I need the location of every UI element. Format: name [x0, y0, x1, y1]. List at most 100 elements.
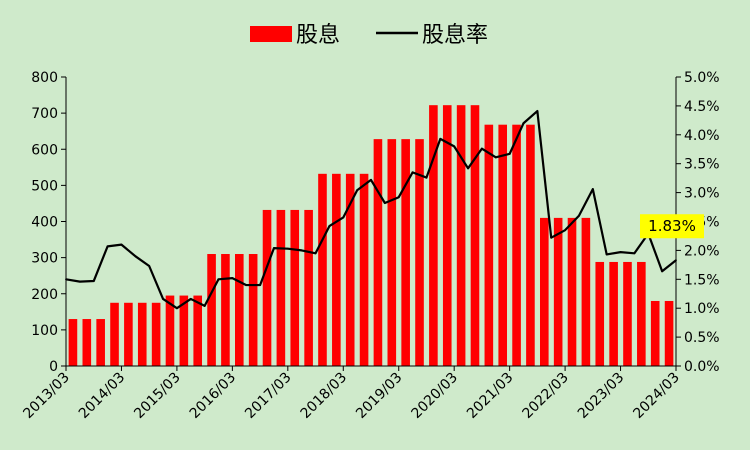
legend-bar-swatch: [250, 26, 292, 42]
bar-2: [96, 319, 105, 366]
bar-14: [262, 209, 272, 366]
bar-10: [207, 254, 216, 366]
y-left-tick-5: 500: [31, 178, 58, 194]
bar-34: [540, 217, 549, 366]
yield-point-26: [425, 176, 428, 179]
bar-4: [124, 302, 133, 366]
bar-32: [512, 124, 521, 366]
bar-22: [373, 139, 383, 366]
yield-point-35: [550, 236, 553, 239]
y-left-tick-8: 800: [31, 70, 58, 86]
yield-point-44: [675, 259, 677, 262]
bar-5: [137, 302, 147, 366]
yield-point-7: [162, 298, 164, 300]
x-tick-8: 2021/03: [464, 370, 516, 422]
bar-37: [581, 217, 591, 366]
bar-3: [110, 302, 119, 366]
bar-36: [567, 217, 577, 366]
legend-bar-label: 股息: [296, 23, 340, 48]
yield-point-3: [106, 245, 109, 248]
bar-29: [470, 105, 480, 367]
yield-point-41: [633, 252, 636, 255]
y-right-tick-4: 2.0%: [684, 243, 720, 259]
yield-point-1: [78, 280, 81, 283]
yield-point-37: [578, 214, 580, 217]
bar-13: [248, 254, 258, 366]
y-right-tick-2: 1.0%: [684, 301, 720, 317]
yield-point-29: [467, 167, 469, 170]
yield-point-25: [411, 171, 414, 174]
yield-point-19: [328, 225, 331, 228]
yield-point-43: [661, 270, 664, 273]
yield-point-12: [231, 277, 234, 280]
bar-43: [664, 300, 674, 366]
y-right-tick-1: 0.5%: [684, 330, 720, 346]
bar-41: [637, 261, 646, 366]
yield-point-27: [439, 137, 442, 140]
yield-point-10: [203, 304, 206, 307]
y-left-tick-2: 200: [31, 287, 58, 303]
yield-point-2: [92, 280, 95, 282]
yield-point-15: [273, 247, 275, 249]
x-tick-0: 2013/03: [20, 370, 72, 422]
yield-point-17: [300, 249, 303, 252]
yield-point-11: [217, 278, 220, 281]
yield-point-4: [120, 243, 123, 246]
bar-18: [318, 173, 327, 366]
yield-point-31: [494, 156, 497, 159]
bar-11: [221, 254, 230, 366]
bar-25: [415, 139, 424, 366]
x-tick-2: 2015/03: [131, 370, 183, 422]
yield-point-16: [286, 247, 289, 250]
yield-point-20: [342, 216, 345, 219]
yield-point-30: [481, 147, 483, 150]
bar-12: [235, 254, 244, 366]
bar-31: [498, 124, 508, 366]
x-tick-4: 2017/03: [242, 370, 294, 422]
bar-33: [526, 124, 535, 366]
bar-17: [304, 209, 313, 366]
bar-6: [151, 302, 161, 366]
y-right-tick-0: 0.0%: [684, 359, 720, 375]
yield-point-6: [148, 265, 151, 267]
bar-24: [401, 139, 410, 366]
bar-35: [553, 217, 563, 366]
bar-9: [193, 295, 203, 366]
yield-point-34: [536, 110, 539, 112]
bar-7: [165, 295, 175, 366]
annotation-box: [640, 214, 704, 239]
y-left-tick-3: 300: [31, 251, 58, 267]
x-tick-6: 2019/03: [353, 370, 405, 422]
yield-point-18: [314, 252, 317, 255]
bar-30: [484, 124, 494, 366]
bar-8: [179, 295, 189, 366]
yield-point-21: [356, 189, 359, 192]
bar-26: [429, 105, 438, 367]
yield-point-0: [65, 278, 67, 281]
y-right-tick-8: 4.0%: [684, 128, 720, 144]
bar-16: [290, 209, 300, 366]
x-tick-3: 2016/03: [187, 370, 239, 422]
y-left-tick-4: 400: [31, 215, 58, 231]
bar-0: [68, 319, 78, 366]
x-tick-1: 2014/03: [76, 370, 128, 422]
bar-23: [387, 139, 397, 366]
x-tick-10: 2023/03: [575, 370, 627, 422]
bar-1: [82, 319, 92, 366]
bar-40: [623, 261, 632, 366]
legend: 股息 股息率: [250, 23, 488, 48]
yield-point-40: [619, 251, 622, 254]
y-left-tick-0: 0: [49, 359, 58, 375]
yield-point-32: [508, 152, 511, 155]
y-right-tick-7: 3.5%: [684, 157, 720, 173]
y-left-tick-6: 600: [31, 142, 58, 158]
y-right-tick-3: 1.5%: [684, 272, 720, 288]
annotation-label: 1.83%: [648, 217, 696, 235]
legend-line-label: 股息率: [422, 23, 488, 48]
bar-27: [442, 105, 452, 367]
yield-point-13: [245, 284, 248, 286]
yield-point-14: [259, 284, 261, 286]
yield-point-5: [134, 255, 137, 258]
bar-39: [609, 261, 618, 366]
